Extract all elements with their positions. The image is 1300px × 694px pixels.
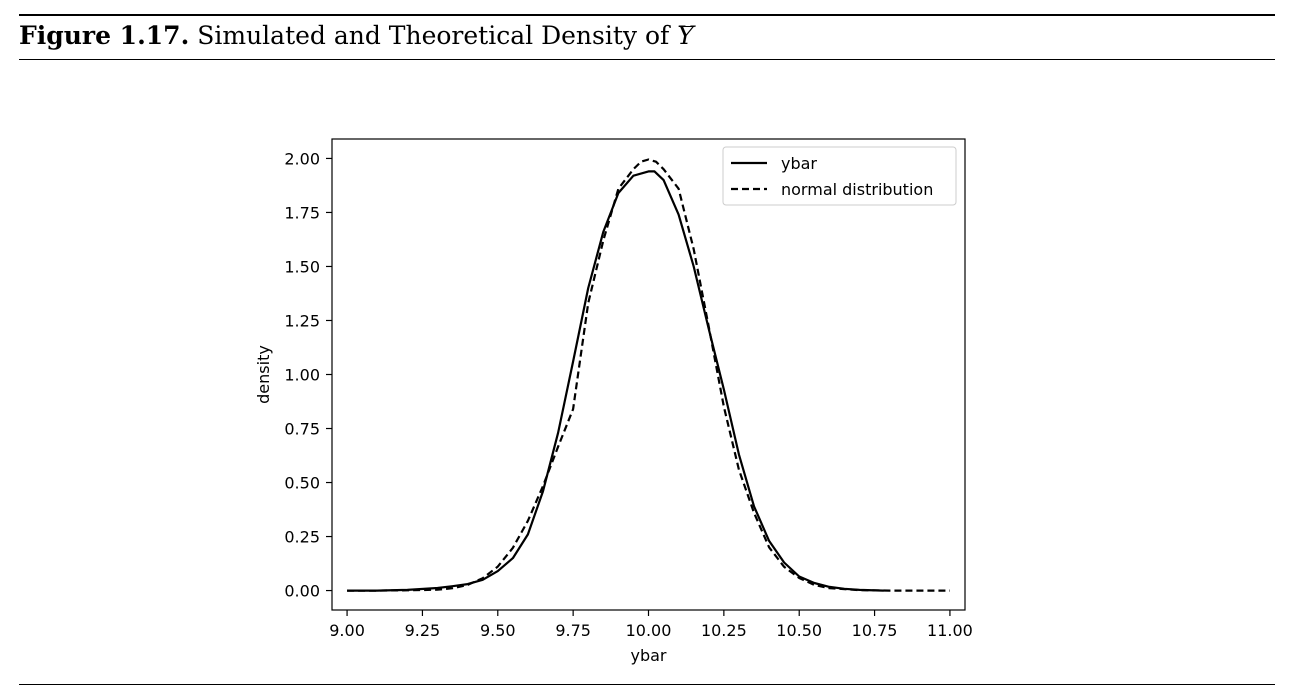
x-tick-label: 10.00 xyxy=(626,621,672,640)
y-axis-label: density xyxy=(254,345,273,404)
x-tick-label: 10.75 xyxy=(852,621,898,640)
symbol-overbar xyxy=(679,26,694,27)
figure-symbol: Y xyxy=(677,21,694,50)
legend-label-normal-distribution: normal distribution xyxy=(781,180,933,199)
y-axis-ticks: 0.00 0.25 0.50 0.75 1.00 1.25 1.50 1.75 2.00 xyxy=(284,149,332,601)
x-tick-label: 9.25 xyxy=(405,621,441,640)
x-tick-label: 9.75 xyxy=(555,621,591,640)
ybar-line xyxy=(347,170,884,592)
caption-bottom-rule xyxy=(19,59,1275,60)
figure-label: Figure 1.17. xyxy=(19,21,190,50)
figure-bottom-rule xyxy=(19,684,1275,685)
legend-box xyxy=(722,146,957,206)
x-axis-label: ybar xyxy=(630,646,666,665)
plot-frame xyxy=(331,138,966,611)
y-tick-label: 1.50 xyxy=(284,257,320,276)
x-axis-ticks: 9.00 9.25 9.50 9.75 10.00 10.25 10.50 10.75 11.0… xyxy=(329,610,973,640)
caption-top-rule xyxy=(19,14,1275,16)
figure-title: Simulated and Theoretical Density of xyxy=(197,21,670,50)
x-tick-label: 10.50 xyxy=(776,621,822,640)
x-tick-label: 11.00 xyxy=(927,621,973,640)
x-tick-label: 9.50 xyxy=(480,621,516,640)
legend-label-ybar: ybar xyxy=(781,154,817,173)
y-tick-label: 0.25 xyxy=(284,528,320,547)
y-tick-label: 0.00 xyxy=(284,582,320,601)
x-tick-label: 10.25 xyxy=(701,621,747,640)
x-tick-label: 9.00 xyxy=(329,621,365,640)
y-tick-label: 1.25 xyxy=(284,311,320,330)
y-tick-label: 2.00 xyxy=(284,149,320,168)
y-tick-label: 1.00 xyxy=(284,366,320,385)
series-lines xyxy=(347,158,950,592)
normal-distribution-line xyxy=(347,158,950,592)
figure-caption: Figure 1.17. Simulated and Theoretical D… xyxy=(19,19,694,53)
y-tick-label: 1.75 xyxy=(284,203,320,222)
y-tick-label: 0.75 xyxy=(284,420,320,439)
legend: ybar normal distribution xyxy=(722,146,957,206)
y-tick-label: 0.50 xyxy=(284,474,320,493)
